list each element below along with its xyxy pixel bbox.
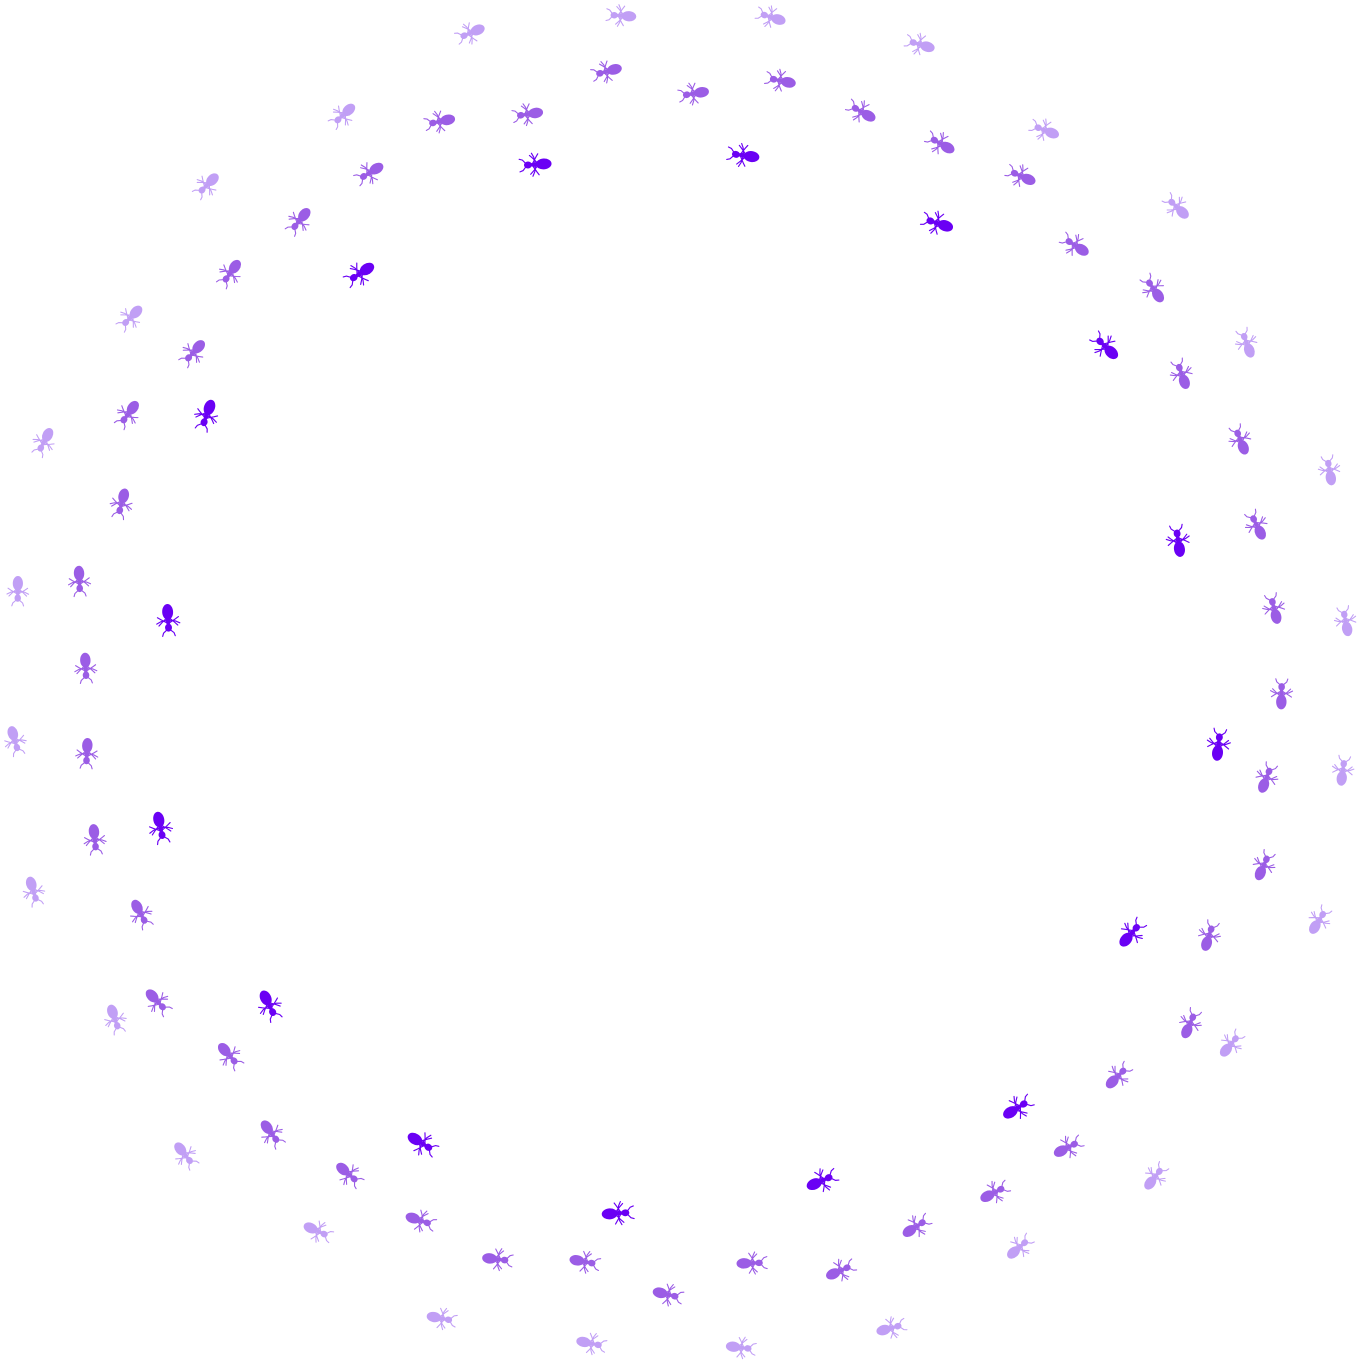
ant-icon [566, 1247, 603, 1276]
ant-icon [1239, 506, 1274, 545]
ant-icon [27, 422, 62, 461]
ant-icon [1135, 269, 1172, 309]
ant-icon [753, 1, 790, 33]
ant-icon [975, 1175, 1014, 1210]
ant-icon [1315, 453, 1344, 488]
ant-icon [921, 126, 960, 162]
ant-icon [801, 1163, 842, 1199]
ant-icon [605, 3, 638, 29]
ant-icon [735, 1251, 768, 1276]
ant-icon [324, 96, 363, 134]
ant-icon [1301, 901, 1337, 940]
ant-icon [145, 808, 176, 847]
ant-icon [1329, 754, 1356, 788]
ant-icon [1136, 1158, 1174, 1196]
ant-icon [6, 575, 30, 607]
ant-icon [188, 166, 226, 204]
ant-icon [821, 1253, 860, 1288]
ant-icon [1098, 1057, 1137, 1096]
ant-icon [873, 1313, 909, 1343]
ant-icon [109, 394, 147, 434]
ant-icon [329, 1155, 368, 1194]
ant-icon [401, 1204, 439, 1237]
ant-icon [1085, 326, 1126, 367]
ant-icon [1193, 917, 1225, 955]
ant-icon [74, 736, 100, 770]
ant-icon [1163, 522, 1193, 560]
ant-icon [99, 1000, 131, 1038]
ant-icon [480, 1246, 515, 1273]
ant-icon [918, 206, 958, 240]
ant-icon [1259, 590, 1290, 627]
ant-icon [106, 485, 137, 522]
ant-icon [902, 29, 939, 60]
ant-icon [339, 254, 381, 293]
ant-icon [1048, 1130, 1087, 1165]
ant-icon [210, 1036, 249, 1075]
ant-icon [111, 298, 150, 337]
ant-icon [1000, 1228, 1039, 1266]
ant-icon [1223, 421, 1257, 459]
ant-icon [1246, 846, 1281, 885]
ant-icon [138, 982, 177, 1021]
ant-icon [0, 722, 31, 759]
ant-icon [452, 16, 490, 50]
ant-icon [422, 107, 458, 136]
ant-icon [842, 94, 881, 130]
ant-icon [252, 1114, 290, 1153]
ant-icon [166, 1135, 204, 1174]
ant-icon [676, 79, 712, 108]
ant-icon [1250, 759, 1283, 797]
ant-icon [573, 1329, 609, 1358]
ant-icon [211, 253, 249, 293]
ant-icon [81, 822, 108, 857]
ant-icon [298, 1214, 337, 1248]
ant-icon [588, 56, 626, 87]
ant-icon [189, 395, 224, 435]
ant-icon [1230, 325, 1263, 362]
ant-icon [762, 66, 799, 96]
ant-icon [1173, 1005, 1207, 1043]
ant-icon [649, 1279, 686, 1310]
ant-icon [67, 564, 92, 598]
ant-icon [896, 1208, 936, 1245]
ant-icon [996, 1089, 1038, 1127]
ant-icon [724, 1334, 758, 1361]
ant-icon [518, 151, 553, 178]
ant-icon [1212, 1025, 1250, 1064]
ant-icon [18, 873, 49, 910]
ant-icon [350, 154, 390, 191]
ant-icon [725, 141, 762, 170]
ant-icon [251, 985, 288, 1026]
ant-icon [280, 201, 319, 241]
ant-icon [155, 602, 182, 638]
ant-icon [401, 1124, 443, 1163]
ant-icon [123, 894, 159, 933]
ant-icon [1331, 604, 1360, 639]
ant-icon [600, 1200, 636, 1227]
ant-icon [1204, 727, 1233, 763]
ant-icon [1158, 188, 1196, 226]
ant-icon [1111, 913, 1152, 954]
ant-icon [1165, 355, 1198, 394]
ant-icon [510, 100, 546, 128]
ant-icon [424, 1304, 459, 1333]
ant-icon [1026, 114, 1064, 147]
ant-icon [73, 651, 98, 685]
ant-icon [174, 333, 213, 372]
ant-icon [1269, 678, 1294, 711]
ant-icon [1055, 227, 1095, 264]
ant-icon [1002, 159, 1041, 194]
